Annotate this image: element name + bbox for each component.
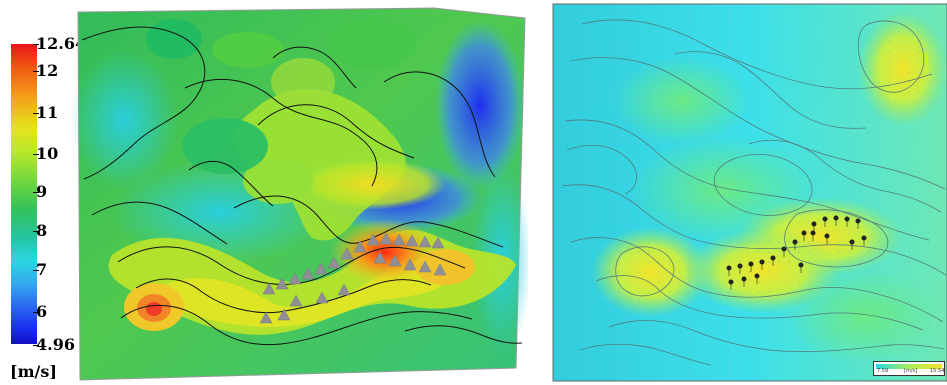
right-legend-max: 15.54 xyxy=(930,368,945,374)
wind-speed-legend: 12.64 12 11 10 9 8 7 6 4.96 [m/s] xyxy=(0,0,86,385)
right-legend-unit: [m/s] xyxy=(904,368,918,374)
legend-max-label: 12.64 xyxy=(32,34,87,53)
legend-tick-7: 7 xyxy=(32,260,48,279)
right-legend-min: 7.59 xyxy=(877,368,889,374)
right-map-colorbar xyxy=(876,364,942,369)
legend-tick-8: 8 xyxy=(32,221,48,240)
legend-unit-label: [m/s] xyxy=(10,362,57,381)
legend-tick-11: 11 xyxy=(32,103,59,122)
turbine-icon-group xyxy=(726,215,867,290)
right-map-legend: 7.59 [m/s] 15.54 xyxy=(873,361,945,376)
triangle-marker-row-left xyxy=(259,232,447,324)
legend-tick-10: 10 xyxy=(32,144,59,163)
legend-tick-6: 6 xyxy=(32,302,48,321)
wind-speed-colorbar xyxy=(11,44,37,344)
legend-min-label: 4.96 xyxy=(33,335,75,354)
wind-speed-map-right xyxy=(552,3,947,382)
terrain-wind-map-left xyxy=(70,7,528,381)
legend-tick-9: 9 xyxy=(32,182,48,201)
legend-tick-12: 12 xyxy=(32,61,59,80)
